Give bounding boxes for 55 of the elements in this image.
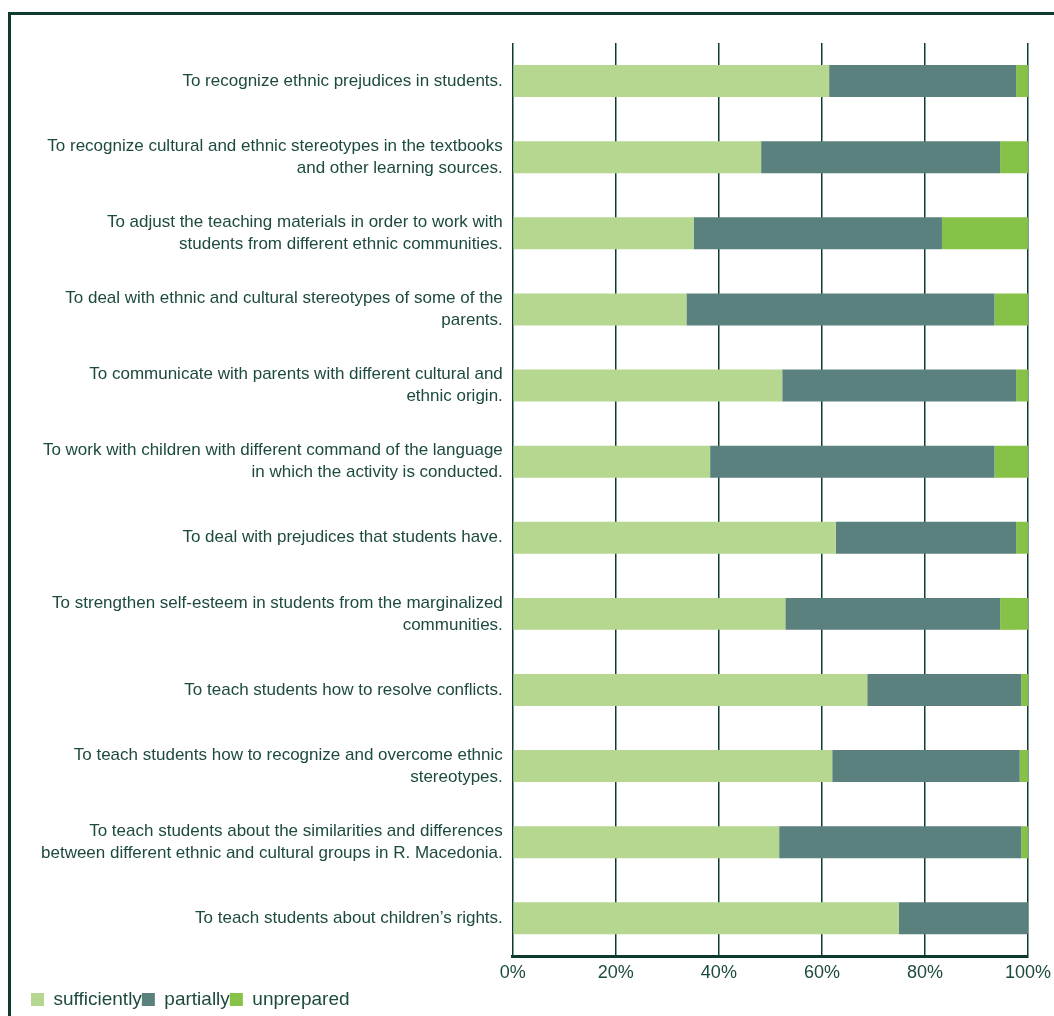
- bar: [513, 674, 868, 706]
- x-tick-label: 80%: [906, 962, 943, 983]
- y-tick-label: To teach students how to resolve conflicts.: [184, 679, 503, 699]
- y-tick-label: To communicate with parents with different cultural and ethnic origin.: [89, 364, 503, 406]
- bar: [710, 445, 995, 478]
- bar: [1016, 65, 1028, 98]
- bar: [513, 597, 786, 630]
- x-tick-label: 0%: [499, 962, 526, 983]
- bar: [1021, 674, 1028, 706]
- bar: [513, 141, 762, 174]
- y-tick-label: To teach students about children’s rights.: [195, 908, 503, 928]
- bar: [1000, 597, 1028, 630]
- bar: [994, 293, 1028, 326]
- y-tick-label: To teach students how to recognize and overcome ethnic stereotypes.: [73, 744, 504, 786]
- x-tick-label: 100%: [1004, 962, 1051, 983]
- bar: [761, 141, 1001, 174]
- bar: [513, 217, 694, 250]
- bar: [1000, 141, 1028, 174]
- bar: [832, 750, 1020, 783]
- bar: [513, 65, 830, 98]
- y-tick-label: To work with children with different command of the language in which the activity is conducted.: [42, 440, 503, 482]
- bar: [1021, 826, 1028, 859]
- y-tick-label: To adjust the teaching materials in order to work with students from different ethnic communities.: [106, 211, 503, 254]
- bar: [513, 521, 836, 554]
- y-tick-label: To recognize ethnic prejudices in students.: [182, 70, 503, 90]
- bar: [693, 217, 942, 250]
- x-tick-label: 20%: [597, 962, 634, 983]
- bar: [829, 65, 1017, 98]
- bar: [513, 826, 780, 859]
- legend-label: sufficiently: [53, 987, 143, 1009]
- y-tick-label: To teach students about the similarities and differences between different ethnic and cultural groups in R. Macedonia.: [40, 820, 503, 862]
- y-tick-label: To deal with ethnic and cultural stereotypes of some of the parents.: [65, 288, 503, 330]
- bar: [513, 750, 833, 783]
- bar: [1016, 521, 1028, 554]
- bar: [686, 293, 995, 326]
- bar: [513, 445, 711, 478]
- bar: [835, 521, 1017, 554]
- bar: [779, 826, 1022, 859]
- legend-label: partially: [164, 987, 231, 1009]
- x-tick-label: 60%: [803, 962, 840, 983]
- bar: [513, 902, 899, 935]
- x-tick-label: 40%: [700, 962, 737, 983]
- bar: [941, 217, 1028, 250]
- legend-label: unprepared: [252, 987, 350, 1009]
- bar: [898, 902, 1028, 935]
- bar: [513, 293, 687, 326]
- bar: [782, 369, 1017, 402]
- y-tick-label: To recognize cultural and ethnic stereotypes in the textbooks and other learning sources.: [47, 135, 503, 177]
- bar: [1016, 369, 1028, 402]
- bar: [785, 597, 1001, 630]
- bar: [994, 445, 1028, 478]
- y-tick-label: To strengthen self-esteem in students from the marginalized communities.: [52, 592, 503, 634]
- y-tick-label: To deal with prejudices that students have.: [182, 527, 503, 547]
- bar: [867, 674, 1022, 706]
- bar: [513, 369, 783, 402]
